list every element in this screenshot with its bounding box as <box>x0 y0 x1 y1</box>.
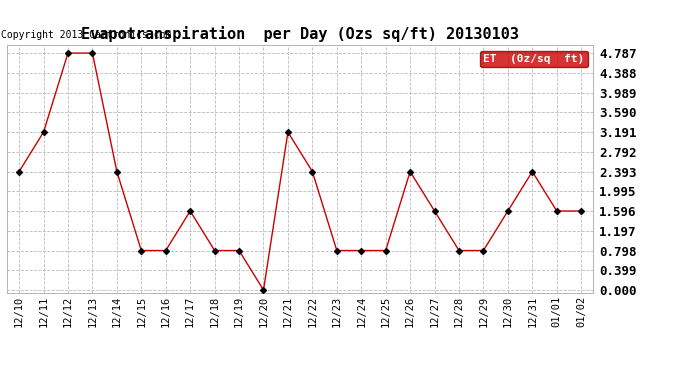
Legend: ET  (0z/sq  ft): ET (0z/sq ft) <box>480 51 588 67</box>
Title: Evapotranspiration  per Day (Ozs sq/ft) 20130103: Evapotranspiration per Day (Ozs sq/ft) 2… <box>81 27 519 42</box>
Text: Copyright 2013 Cartronics.com: Copyright 2013 Cartronics.com <box>1 30 171 40</box>
